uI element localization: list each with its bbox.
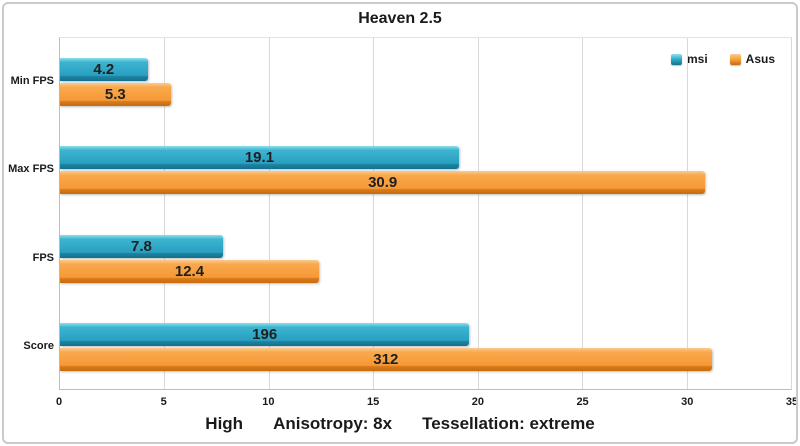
bar-value-label: 196	[252, 325, 278, 343]
category-label-min-fps: Min FPS	[10, 75, 54, 88]
x-tick-label-0: 0	[55, 396, 63, 408]
bar-value-label: 312	[373, 350, 399, 368]
bar-msi-min-fps: 4.2	[60, 58, 148, 82]
bar-msi-score: 196	[60, 322, 470, 346]
bar-asus-min-fps: 5.3	[60, 83, 171, 107]
footer-anisotropy: Anisotropy: 8x	[273, 414, 393, 433]
bar-value-label: 4.2	[93, 61, 115, 79]
plot-area: msi Asus 4.2 5.3 19.1 30.9 7.8 12.4 196 312	[59, 37, 792, 390]
chart-footer: High Anisotropy: 8x Tessellation: extrem…	[4, 414, 796, 434]
category-label-max-fps: Max FPS	[8, 163, 54, 176]
footer-tessellation: Tessellation: extreme	[422, 414, 595, 433]
x-tick-label-35: 35	[785, 396, 798, 408]
bar-asus-score: 312	[60, 347, 712, 371]
bar-value-label: 7.8	[131, 237, 152, 255]
gridline-5	[164, 38, 166, 389]
bar-msi-fps: 7.8	[60, 234, 223, 258]
category-band-min-fps: 4.2 5.3	[60, 38, 791, 126]
x-tick-label-20: 20	[471, 396, 484, 408]
bar-value-label: 19.1	[244, 149, 275, 167]
x-tick-label-25: 25	[576, 396, 589, 408]
chart-title: Heaven 2.5	[358, 10, 442, 27]
legend-label-msi: msi	[686, 52, 708, 66]
legend: msi Asus	[670, 52, 775, 66]
x-tick-label-5: 5	[160, 396, 167, 408]
category-band-score: 196 312	[60, 303, 791, 391]
x-tick-label-15: 15	[367, 396, 380, 408]
category-band-fps: 7.8 12.4	[60, 215, 791, 303]
legend-swatch-asus-icon	[729, 53, 741, 65]
bar-value-label: 12.4	[174, 262, 205, 280]
bar-value-label: 30.9	[368, 174, 398, 192]
x-tick-label-30: 30	[681, 396, 694, 408]
legend-swatch-msi-icon	[670, 53, 682, 65]
gridline-10	[268, 38, 270, 389]
legend-item-msi: msi	[670, 52, 708, 66]
gridline-15	[373, 38, 375, 389]
legend-label-asus: Asus	[745, 52, 775, 66]
x-axis: 0 5 10 15 20 25 30 35	[55, 396, 796, 410]
category-band-max-fps: 19.1 30.9	[60, 126, 791, 214]
bar-value-label: 5.3	[104, 86, 126, 104]
legend-item-asus: Asus	[729, 52, 775, 66]
footer-quality: High	[205, 414, 244, 433]
bar-msi-max-fps: 19.1	[60, 146, 459, 170]
x-tick-label-10: 10	[262, 396, 275, 408]
bar-asus-max-fps: 30.9	[60, 171, 706, 195]
gridline-20	[477, 38, 479, 389]
category-label-fps: FPS	[32, 251, 54, 264]
gridline-30	[686, 38, 688, 389]
gridline-25	[582, 38, 584, 389]
bar-asus-fps: 12.4	[60, 259, 319, 283]
category-label-score: Score	[23, 339, 54, 352]
